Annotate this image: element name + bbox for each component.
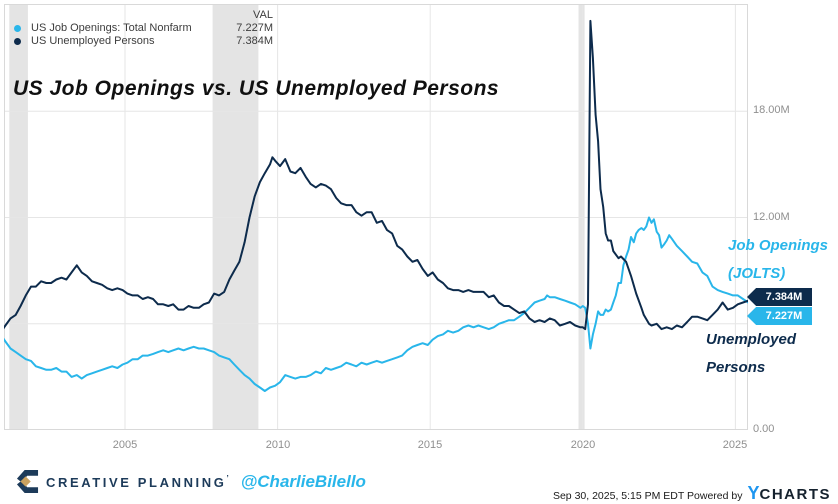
job-openings-series-value: 7.227M — [236, 22, 273, 34]
y-axis-label: 18.00M — [753, 104, 790, 116]
legend-row-job-openings: US Job Openings: Total Nonfarm 7.227M — [10, 22, 273, 35]
job-openings-value-tag: 7.227M — [747, 307, 812, 325]
twitter-handle: @CharlieBilello — [240, 471, 366, 491]
y-axis-label: 0.00 — [753, 423, 775, 435]
x-axis-label: 2005 — [112, 439, 138, 451]
brand-text: CREATIVE PLANNING — [46, 474, 227, 490]
x-axis-label: 2020 — [570, 439, 596, 451]
x-axis-label: 2015 — [417, 439, 443, 451]
legend: VAL US Job Openings: Total Nonfarm 7.227… — [10, 9, 273, 48]
y-axis-label: 12.00M — [753, 211, 790, 223]
unemployed-series-dot-icon — [14, 38, 21, 45]
annotation-line: (JOLTS) — [728, 265, 786, 282]
plot-area — [4, 4, 748, 430]
brand-name: CREATIVE PLANNING’ — [46, 474, 229, 490]
annotation-unemployed-persons: Unemployed Persons — [706, 326, 796, 382]
ycharts-logo-y: Y — [747, 483, 760, 503]
unemployed-series-label: US Unemployed Persons — [31, 35, 155, 47]
chart-canvas — [4, 4, 748, 430]
job-openings-line — [4, 216, 748, 392]
unemployed-line — [4, 19, 748, 331]
creative-planning-logo-icon — [16, 470, 39, 493]
footer-brand: CREATIVE PLANNING’ @CharlieBilello — [16, 469, 366, 494]
x-axis-label: 2025 — [722, 439, 748, 451]
legend-value-column-header: VAL — [253, 9, 273, 21]
ycharts-logo: Y CHARTS — [747, 483, 831, 504]
ycharts-logo-text: CHARTS — [759, 486, 831, 503]
legend-row-unemployed: US Unemployed Persons 7.384M — [10, 35, 273, 48]
plot-border — [4, 4, 748, 430]
annotation-job-openings: Job Openings (JOLTS) — [728, 232, 828, 288]
footer-attribution: Sep 30, 2025, 5:15 PM EDT Powered by Y C… — [553, 483, 831, 504]
annotation-line: Persons — [706, 359, 766, 376]
timestamp: Sep 30, 2025, 5:15 PM EDT Powered by — [552, 490, 743, 502]
annotation-line: Unemployed — [706, 331, 797, 348]
unemployed-series-value: 7.384M — [236, 35, 273, 47]
job-openings-series-dot-icon — [14, 25, 21, 32]
annotation-line: Job Openings — [728, 237, 829, 254]
job-openings-series-label: US Job Openings: Total Nonfarm — [31, 22, 192, 34]
x-axis-label: 2010 — [265, 439, 291, 451]
chart-title: US Job Openings vs. US Unemployed Person… — [13, 77, 500, 100]
brand-trademark: ’ — [226, 473, 229, 483]
unemployed-value-tag: 7.384M — [747, 288, 812, 306]
